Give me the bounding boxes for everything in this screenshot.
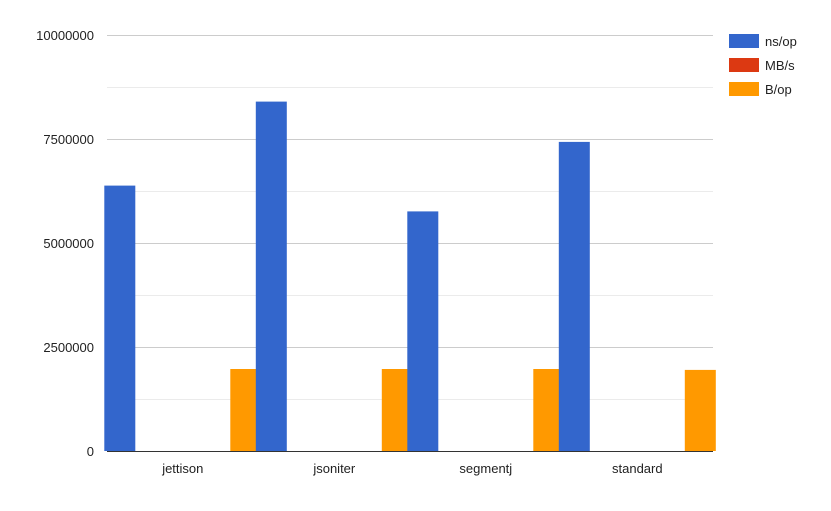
bar-jettison-nsop[interactable] [104, 185, 136, 451]
x-tick-label: segmentj [459, 461, 512, 476]
x-axis-ticks: jettison jsoniter segmentj standard [161, 461, 662, 476]
bars [104, 101, 716, 452]
y-tick-label: 2500000 [43, 340, 94, 355]
y-axis-ticks: 0 2500000 5000000 7500000 10000000 [36, 28, 94, 459]
y-tick-label: 5000000 [43, 236, 94, 251]
legend: ns/op MB/s B/op [729, 34, 797, 97]
bar-jsoniter-nsop[interactable] [255, 101, 287, 451]
y-tick-label: 0 [87, 444, 94, 459]
x-tick-label: jsoniter [312, 461, 356, 476]
legend-label: MB/s [765, 58, 795, 73]
legend-swatch [729, 58, 759, 72]
x-tick-label: standard [612, 461, 663, 476]
bar-segmentj-nsop[interactable] [407, 211, 439, 451]
bar-standard-nsop[interactable] [558, 141, 590, 451]
legend-label: B/op [765, 82, 792, 97]
y-tick-label: 7500000 [43, 132, 94, 147]
bar-standard-bop[interactable] [684, 369, 716, 451]
legend-label: ns/op [765, 34, 797, 49]
x-tick-label: jettison [161, 461, 203, 476]
y-tick-label: 10000000 [36, 28, 94, 43]
legend-swatch [729, 34, 759, 48]
legend-swatch [729, 82, 759, 96]
